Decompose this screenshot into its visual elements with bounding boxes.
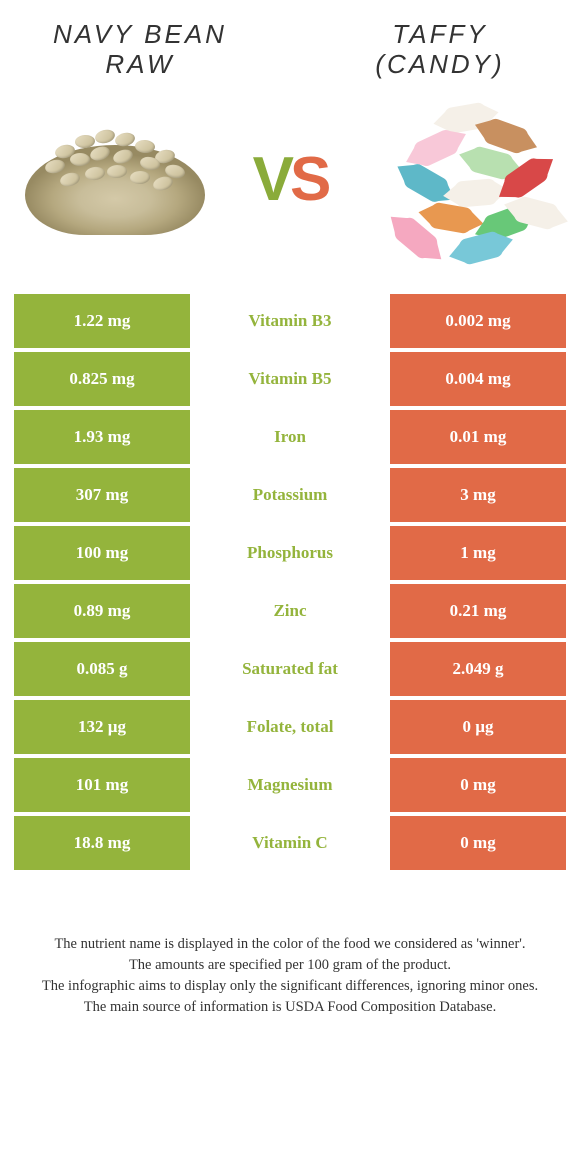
table-row: 1.22 mgVitamin B30.002 mg (14, 294, 566, 348)
right-value: 1 mg (390, 526, 566, 580)
footer-notes: The nutrient name is displayed in the co… (0, 874, 580, 1018)
right-value: 0 mg (390, 758, 566, 812)
nutrient-label: Iron (194, 410, 386, 464)
left-title-line1: NAVY BEAN (53, 19, 227, 49)
table-row: 0.89 mgZinc0.21 mg (14, 584, 566, 638)
right-value: 0.004 mg (390, 352, 566, 406)
images-row: VS (0, 90, 580, 290)
footer-line: The infographic aims to display only the… (30, 976, 550, 997)
table-row: 307 mgPotassium3 mg (14, 468, 566, 522)
left-value: 0.085 g (14, 642, 190, 696)
left-value: 1.93 mg (14, 410, 190, 464)
table-row: 18.8 mgVitamin C0 mg (14, 816, 566, 870)
table-row: 100 mgPhosphorus1 mg (14, 526, 566, 580)
right-value: 0 µg (390, 700, 566, 754)
infographic: NAVY BEAN RAW TAFFY (CANDY) VS 1.22 mgVi… (0, 0, 580, 1018)
titles-row: NAVY BEAN RAW TAFFY (CANDY) (0, 0, 580, 90)
right-food-title: TAFFY (CANDY) (330, 20, 550, 80)
left-value: 0.89 mg (14, 584, 190, 638)
left-value: 1.22 mg (14, 294, 190, 348)
nutrient-label: Vitamin B5 (194, 352, 386, 406)
left-value: 132 µg (14, 700, 190, 754)
left-value: 100 mg (14, 526, 190, 580)
left-value: 18.8 mg (14, 816, 190, 870)
right-value: 0.21 mg (390, 584, 566, 638)
vs-label: VS (253, 144, 328, 215)
left-value: 0.825 mg (14, 352, 190, 406)
nutrient-label: Vitamin C (194, 816, 386, 870)
right-value: 0.01 mg (390, 410, 566, 464)
right-food-image (370, 95, 560, 265)
footer-line: The main source of information is USDA F… (30, 997, 550, 1018)
table-row: 132 µgFolate, total0 µg (14, 700, 566, 754)
taffy-pile-icon (375, 95, 555, 265)
table-row: 0.085 gSaturated fat2.049 g (14, 642, 566, 696)
nutrient-label: Folate, total (194, 700, 386, 754)
nutrient-label: Vitamin B3 (194, 294, 386, 348)
nutrient-label: Saturated fat (194, 642, 386, 696)
table-row: 1.93 mgIron0.01 mg (14, 410, 566, 464)
bean-pile-icon (25, 125, 205, 235)
right-title-line1: TAFFY (392, 19, 487, 49)
left-title-line2: RAW (105, 49, 174, 79)
right-value: 0 mg (390, 816, 566, 870)
right-value: 2.049 g (390, 642, 566, 696)
nutrient-label: Zinc (194, 584, 386, 638)
nutrient-label: Potassium (194, 468, 386, 522)
nutrient-label: Phosphorus (194, 526, 386, 580)
footer-line: The nutrient name is displayed in the co… (30, 934, 550, 955)
left-value: 307 mg (14, 468, 190, 522)
right-value: 0.002 mg (390, 294, 566, 348)
table-row: 0.825 mgVitamin B50.004 mg (14, 352, 566, 406)
right-title-line2: (CANDY) (375, 49, 504, 79)
footer-line: The amounts are specified per 100 gram o… (30, 955, 550, 976)
left-food-title: NAVY BEAN RAW (30, 20, 250, 80)
right-value: 3 mg (390, 468, 566, 522)
left-food-image (20, 95, 210, 265)
comparison-table: 1.22 mgVitamin B30.002 mg0.825 mgVitamin… (10, 290, 570, 874)
nutrient-label: Magnesium (194, 758, 386, 812)
left-value: 101 mg (14, 758, 190, 812)
table-row: 101 mgMagnesium0 mg (14, 758, 566, 812)
